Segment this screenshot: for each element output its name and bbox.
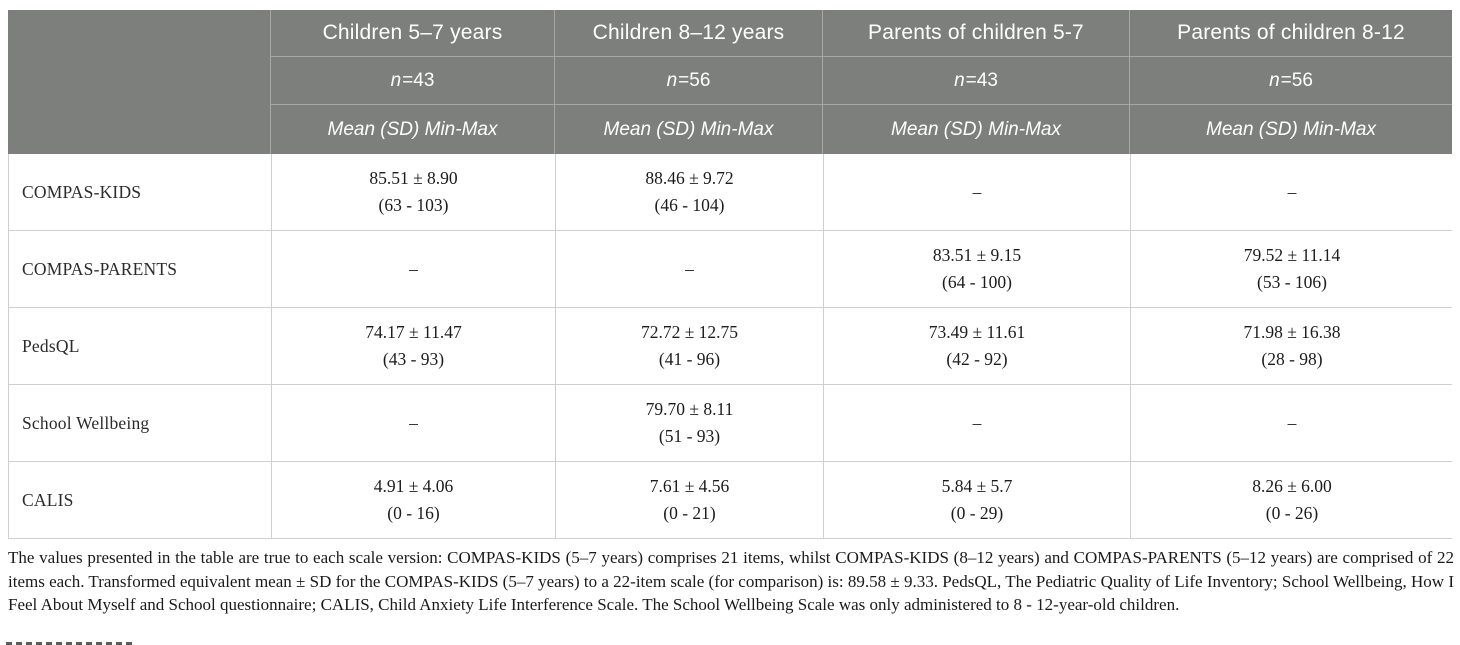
column-n-children-8-12: n =56 bbox=[555, 57, 822, 104]
cell-mean: 83.51 ± 9.15 bbox=[932, 245, 1022, 265]
data-cell: 4.91 ± 4.06 (0 - 16) bbox=[272, 462, 555, 538]
table-footnote: The values presented in the table are tr… bbox=[8, 548, 1454, 614]
column-measure-parents-8-12: Mean (SD) Min-Max bbox=[1130, 105, 1452, 154]
column-group-parents-5-7: Parents of children 5-7 bbox=[823, 10, 1129, 56]
cell-range: (46 - 104) bbox=[654, 195, 725, 215]
column-group-parents-8-12: Parents of children 8-12 bbox=[1130, 10, 1452, 56]
cell-range: (64 - 100) bbox=[942, 272, 1012, 292]
column-n-parents-8-12: n =56 bbox=[1130, 57, 1452, 104]
n-value: =56 bbox=[678, 69, 711, 91]
n-value: =43 bbox=[402, 69, 435, 91]
data-cell: 71.98 ± 16.38 (28 - 98) bbox=[1131, 308, 1453, 384]
data-cell: 79.52 ± 11.14 (53 - 106) bbox=[1131, 231, 1453, 307]
cell-range: (53 - 106) bbox=[1257, 272, 1327, 292]
cell-mean: 73.49 ± 11.61 bbox=[928, 322, 1026, 342]
cell-range: (0 - 21) bbox=[663, 503, 716, 523]
cell-range: (42 - 92) bbox=[946, 349, 1008, 369]
data-cell: 8.26 ± 6.00 (0 - 26) bbox=[1131, 462, 1453, 538]
column-n-parents-5-7: n =43 bbox=[823, 57, 1129, 104]
table-body: COMPAS-KIDS 85.51 ± 8.90 (63 - 103) 88.46… bbox=[8, 154, 1453, 539]
n-value: =43 bbox=[965, 69, 998, 91]
data-cell: – bbox=[1131, 385, 1453, 461]
data-cell: – bbox=[556, 231, 823, 307]
cell-range: (0 - 29) bbox=[950, 503, 1004, 523]
cell-mean: 79.70 ± 8.11 bbox=[645, 399, 734, 419]
table-header: Children 5–7 years Children 8–12 years P… bbox=[8, 10, 1452, 154]
cell-range: (41 - 96) bbox=[658, 349, 721, 369]
row-label-compas-parents: COMPAS-PARENTS bbox=[9, 231, 271, 307]
row-label-pedsql: PedsQL bbox=[9, 308, 271, 384]
cell-mean: 88.46 ± 9.72 bbox=[645, 168, 734, 188]
cell-mean: 5.84 ± 5.7 bbox=[941, 476, 1013, 496]
n-symbol: n bbox=[390, 69, 402, 91]
cell-range: (43 - 93) bbox=[382, 349, 445, 369]
data-cell: – bbox=[1131, 154, 1453, 230]
descriptives-table: Children 5–7 years Children 8–12 years P… bbox=[8, 10, 1453, 539]
data-cell: – bbox=[272, 385, 555, 461]
n-value: =56 bbox=[1280, 69, 1313, 91]
cell-mean: 71.98 ± 16.38 bbox=[1243, 322, 1341, 342]
data-cell: 85.51 ± 8.90 (63 - 103) bbox=[272, 154, 555, 230]
data-cell: 73.49 ± 11.61 (42 - 92) bbox=[824, 308, 1130, 384]
column-measure-parents-5-7: Mean (SD) Min-Max bbox=[823, 105, 1129, 154]
row-label-school-wellbeing: School Wellbeing bbox=[9, 385, 271, 461]
cell-range: (51 - 93) bbox=[658, 426, 721, 446]
cell-mean: 72.72 ± 12.75 bbox=[640, 322, 739, 342]
cell-mean: – bbox=[972, 181, 982, 202]
data-cell: 83.51 ± 9.15 (64 - 100) bbox=[824, 231, 1130, 307]
data-cell: – bbox=[824, 154, 1130, 230]
column-n-children-5-7: n =43 bbox=[271, 57, 554, 104]
n-symbol: n bbox=[666, 69, 678, 91]
column-group-children-5-7: Children 5–7 years bbox=[271, 10, 554, 56]
data-cell: 88.46 ± 9.72 (46 - 104) bbox=[556, 154, 823, 230]
cell-range: (63 - 103) bbox=[378, 195, 449, 215]
n-symbol: n bbox=[1269, 69, 1280, 91]
cell-mean: – bbox=[1287, 412, 1297, 433]
cell-mean: – bbox=[1287, 181, 1297, 202]
cell-mean: 79.52 ± 11.14 bbox=[1243, 245, 1341, 265]
column-measure-children-8-12: Mean (SD) Min-Max bbox=[555, 105, 822, 154]
row-label-calis: CALIS bbox=[9, 462, 271, 538]
cell-mean: 4.91 ± 4.06 bbox=[373, 476, 454, 496]
cell-mean: 7.61 ± 4.56 bbox=[649, 476, 730, 496]
cell-mean: – bbox=[409, 258, 418, 279]
data-cell: 74.17 ± 11.47 (43 - 93) bbox=[272, 308, 555, 384]
row-label-compas-kids: COMPAS-KIDS bbox=[9, 154, 271, 230]
cell-mean: – bbox=[409, 412, 418, 433]
data-cell: 79.70 ± 8.11 (51 - 93) bbox=[556, 385, 823, 461]
cell-mean: 8.26 ± 6.00 bbox=[1252, 476, 1332, 496]
data-cell: – bbox=[272, 231, 555, 307]
data-cell: – bbox=[824, 385, 1130, 461]
header-corner-cell bbox=[8, 10, 270, 154]
cell-mean: 74.17 ± 11.47 bbox=[365, 322, 462, 342]
column-group-children-8-12: Children 8–12 years bbox=[555, 10, 822, 56]
data-cell: 7.61 ± 4.56 (0 - 21) bbox=[556, 462, 823, 538]
cropped-text-sliver bbox=[6, 642, 136, 645]
data-cell: 72.72 ± 12.75 (41 - 96) bbox=[556, 308, 823, 384]
column-measure-children-5-7: Mean (SD) Min-Max bbox=[271, 105, 554, 154]
cell-mean: – bbox=[685, 258, 694, 279]
cell-range: (28 - 98) bbox=[1261, 349, 1323, 369]
cell-mean: 85.51 ± 8.90 bbox=[369, 168, 458, 188]
data-cell: 5.84 ± 5.7 (0 - 29) bbox=[824, 462, 1130, 538]
cell-range: (0 - 16) bbox=[387, 503, 440, 523]
cell-mean: – bbox=[972, 412, 982, 433]
n-symbol: n bbox=[954, 69, 965, 91]
cell-range: (0 - 26) bbox=[1265, 503, 1319, 523]
